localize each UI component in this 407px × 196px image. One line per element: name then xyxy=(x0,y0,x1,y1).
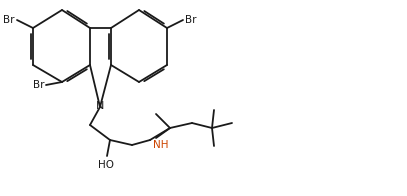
Text: HO: HO xyxy=(98,160,114,170)
Text: Br: Br xyxy=(33,80,44,90)
Text: NH: NH xyxy=(153,140,168,150)
Text: Br: Br xyxy=(185,15,197,25)
Text: N: N xyxy=(96,101,104,111)
Text: Br: Br xyxy=(4,15,15,25)
